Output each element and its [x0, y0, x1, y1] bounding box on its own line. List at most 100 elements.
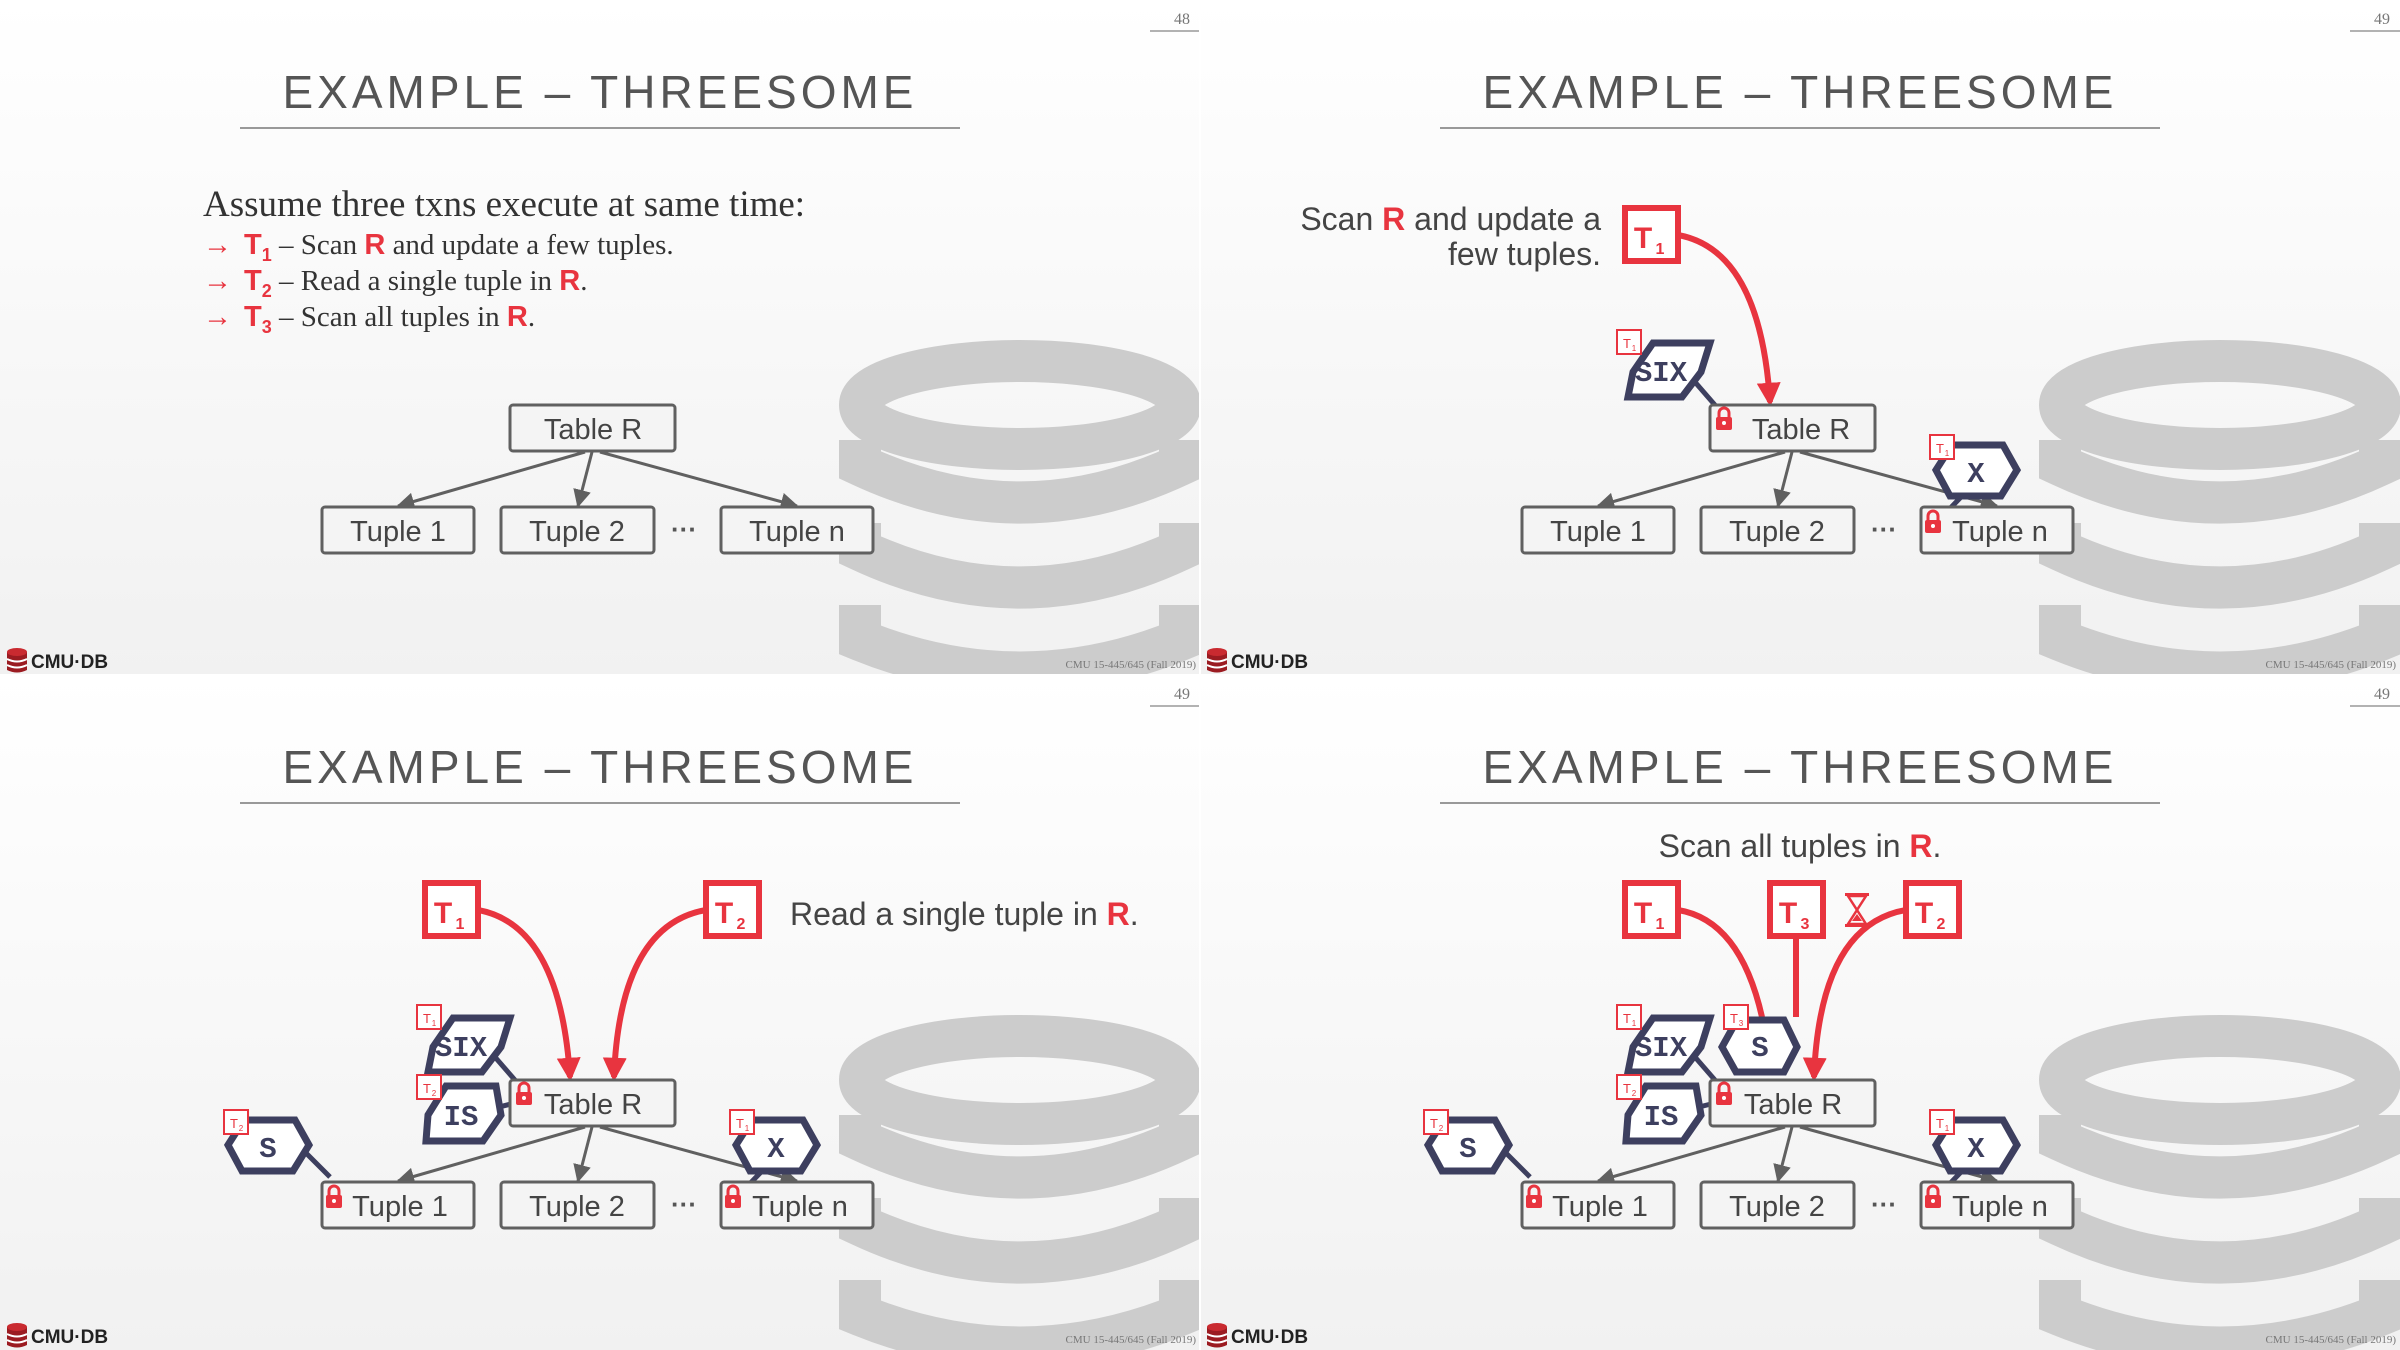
tuple-1-label: Tuple 1: [350, 516, 446, 548]
s-owner-sub: 2: [239, 1124, 244, 1133]
footer-course: CMU 15-445/645 (Fall 2019): [2266, 1334, 2397, 1346]
svg-text:→T3 – Scan all tuples in R.: → T3 – Scan all tuples in R.: [203, 301, 535, 337]
x-owner-sub: 1: [745, 1124, 750, 1133]
table-r-label: Table R: [1752, 414, 1850, 446]
table-r-box: [508, 1078, 677, 1128]
txn-t2-sub: 2: [1937, 916, 1946, 933]
is-owner-t: T: [1623, 1081, 1631, 1096]
six-owner-badge: [416, 1004, 442, 1030]
bullet-arrow: →: [203, 265, 232, 297]
caption-bold: R: [1107, 896, 1130, 932]
footer-logo-text: CMU·DB: [1231, 652, 1308, 673]
tree-edge-tuple1: [396, 450, 586, 511]
tuple-n-box: [1919, 505, 2075, 555]
x-owner-t: T: [1936, 441, 1944, 456]
table-r-label: Table R: [1744, 1089, 1842, 1121]
tuple-ellipsis: ···: [1871, 1189, 1897, 1219]
slide-background: [1200, 675, 2400, 1350]
slide-title: EXAMPLE – THREESOME: [1483, 741, 2118, 793]
bullet-pre: – Read a single tuple in: [272, 265, 560, 297]
is-owner-sub: 2: [432, 1089, 437, 1098]
tuple-n-box: [719, 1180, 875, 1230]
tree-edge-tuplen: [599, 450, 799, 511]
bullet-pre: – Scan all tuples in: [272, 301, 507, 333]
lock-tree: Table R Tuple 1 Tuple 2 ··· Tuple n: [1501, 1047, 2075, 1230]
slide-title: EXAMPLE – THREESOME: [283, 66, 918, 118]
caption-pre: Read a single tuple in: [790, 896, 1107, 932]
t2-arrow: [1802, 907, 1907, 1082]
s-owner-t: T: [230, 1116, 238, 1131]
table-r-label: Table R: [544, 1089, 642, 1121]
tuple-2-box: [499, 1180, 656, 1230]
lock-tree: Table R Tuple 1 Tuple 2 ··· Tuple n: [1520, 372, 2075, 555]
tuple-n-label: Tuple n: [1952, 1191, 2048, 1223]
slide-number: 49: [2374, 686, 2390, 703]
caption: Read a single tuple in R.: [790, 896, 1139, 932]
txn-t3-letter: T: [1779, 897, 1797, 930]
bullet-txn: T: [244, 265, 262, 297]
tuple-2-box: [1699, 505, 1856, 555]
slide-49-a: 49 EXAMPLE – THREESOME Scan R and update…: [1200, 0, 2400, 675]
footer-course: CMU 15-445/645 (Fall 2019): [1066, 1334, 1197, 1346]
t1-arrow: [1677, 232, 1781, 407]
txn-t1-box: T 1: [1622, 205, 1681, 264]
six-owner-sub: 1: [1632, 1019, 1637, 1028]
footer-logo-text: CMU·DB: [31, 1327, 108, 1348]
bullet-txn-sub: 2: [262, 281, 272, 301]
slide-title: EXAMPLE – THREESOME: [283, 741, 918, 793]
six-owner-sub: 1: [432, 1019, 437, 1028]
tuple-n-label: Tuple n: [752, 1191, 848, 1223]
slide-title: EXAMPLE – THREESOME: [1483, 66, 2118, 118]
footer-course: CMU 15-445/645 (Fall 2019): [2266, 659, 2397, 671]
txn-t2-letter: T: [715, 897, 733, 930]
tree-edge-tuple2: [573, 451, 594, 508]
s-lock-t3: S T 3: [1717, 1004, 1801, 1076]
tuple-1-box: [320, 505, 476, 555]
s-t3-owner-t: T: [1730, 1011, 1738, 1026]
x-lock: X T 1: [1929, 434, 2022, 500]
t2-arrow: [602, 907, 707, 1082]
slide-number: 48: [1174, 11, 1190, 28]
lock-tree: Table R Tuple 1 Tuple 2 ··· Tuple n: [301, 1047, 875, 1230]
six-lock-label: SIX: [1635, 1032, 1688, 1065]
cmu-db-logo-icon: CMU·DB: [6, 1322, 108, 1349]
s-t3-owner-badge: [1723, 1004, 1749, 1030]
tuple-n-box: [719, 505, 875, 555]
s-owner-badge: [223, 1109, 249, 1135]
x-owner-sub: 1: [1945, 449, 1950, 458]
x-owner-badge: [1929, 1109, 1955, 1135]
footer-course: CMU 15-445/645 (Fall 2019): [1066, 659, 1197, 671]
six-lock: SIX T 1: [416, 1004, 515, 1076]
caption-post: and update a: [1405, 201, 1601, 237]
caption-post: .: [1130, 896, 1139, 932]
tuple-1-label: Tuple 1: [1552, 1191, 1648, 1223]
is-owner-badge: [416, 1074, 442, 1100]
bullet-txn: T: [244, 229, 262, 261]
x-lock: X T 1: [1929, 1109, 2022, 1175]
tuple-ellipsis: ···: [671, 1189, 697, 1219]
footer-logo-text: CMU·DB: [31, 652, 108, 673]
x-owner-badge: [1929, 434, 1955, 460]
six-owner-badge: [1616, 1004, 1642, 1030]
table-r-box: [1708, 403, 1877, 453]
six-owner-t: T: [423, 1011, 431, 1026]
tuple-2-label: Tuple 2: [529, 1191, 625, 1223]
txn-t1-letter: T: [434, 897, 452, 930]
txn-t2-box: T 2: [703, 880, 762, 939]
tuple-2-label: Tuple 2: [1729, 1191, 1825, 1223]
txn-t2-letter: T: [1915, 897, 1933, 930]
six-lock: SIX T 1: [1616, 1004, 1715, 1076]
is-owner-t: T: [423, 1081, 431, 1096]
txn-t1-letter: T: [1634, 222, 1652, 255]
txn-t1-box: T 1: [422, 880, 481, 939]
bullet-arrow: →: [203, 229, 232, 261]
txn-t3-box: T 3: [1767, 880, 1826, 939]
slide-number: 49: [1174, 686, 1190, 703]
bullet-bold: R: [559, 265, 580, 297]
t1-arrow: [477, 907, 581, 1082]
tuple-1-label: Tuple 1: [1550, 516, 1646, 548]
bullet-txn: T: [244, 301, 262, 333]
s-t3-lock-label: S: [1751, 1032, 1768, 1065]
is-lock: IS T 2: [1616, 1074, 1705, 1145]
